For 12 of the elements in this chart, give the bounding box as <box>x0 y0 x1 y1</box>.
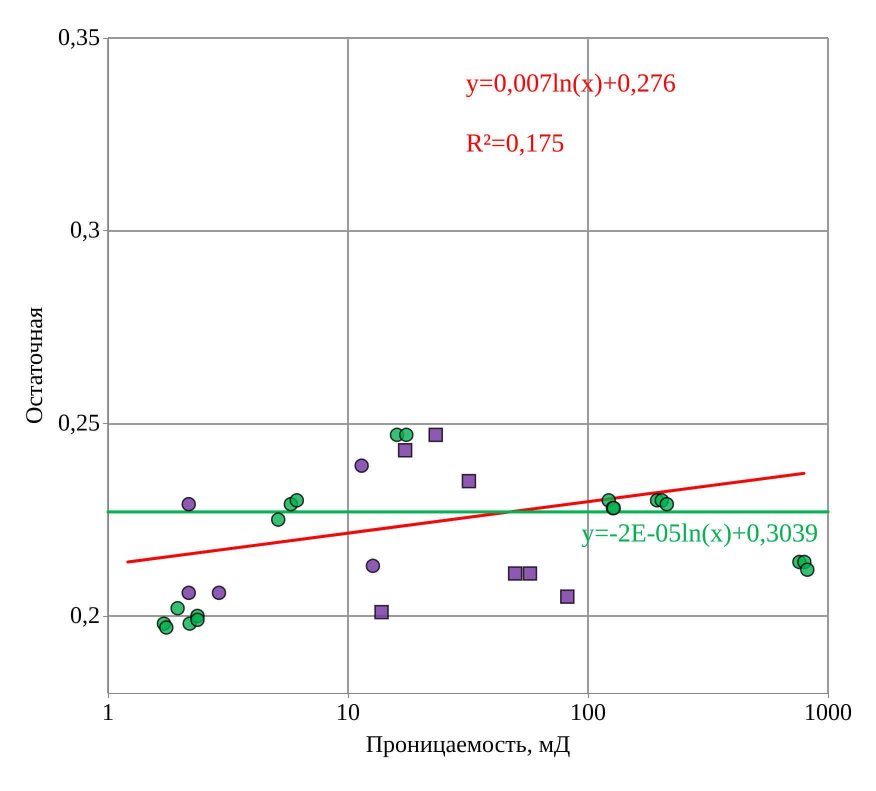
x-tick-label: 1000 <box>804 700 852 726</box>
y-tick-label: 0,35 <box>58 25 100 51</box>
x-tick-label: 1 <box>102 700 114 726</box>
series-label: y=-2E-05ln(x)+0,3039 <box>581 518 818 548</box>
y-tick-label: 0,2 <box>70 602 100 629</box>
x-tick-label: 10 <box>336 700 360 726</box>
y-tick-label: 0,3 <box>70 218 100 244</box>
x-axis-title: Проницаемость, мД <box>366 732 570 758</box>
text: y=0,007ln(x)+0,276 R²=0,175 <box>466 68 676 158</box>
y-axis-title: Остаточная <box>22 307 48 424</box>
y-tick-label: 0,25 <box>58 410 100 436</box>
x-tick-label: 100 <box>570 700 606 726</box>
